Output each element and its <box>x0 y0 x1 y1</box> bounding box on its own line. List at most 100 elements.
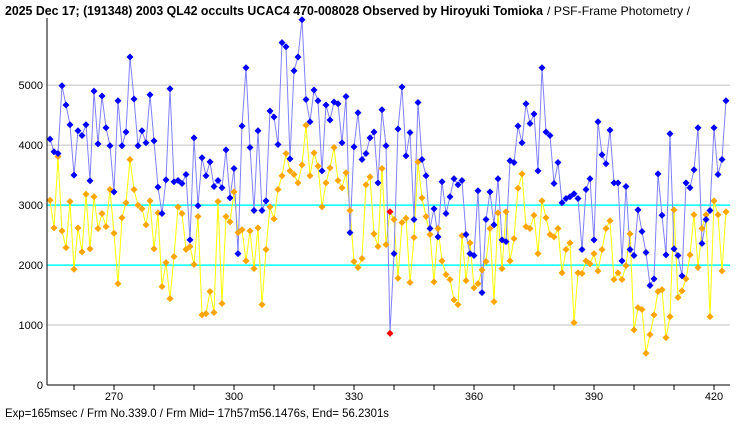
comparison-data-point <box>538 197 546 205</box>
target-data-point <box>622 183 630 191</box>
comparison-data-point <box>330 144 338 152</box>
comparison-data-point <box>594 267 602 275</box>
comparison-data-point <box>402 214 410 222</box>
comparison-data-point <box>82 190 90 198</box>
target-data-point <box>46 135 54 143</box>
target-data-point <box>90 87 98 95</box>
x-tick-label: 300 <box>225 391 243 403</box>
comparison-data-point <box>418 194 426 202</box>
target-data-point <box>586 175 594 183</box>
comparison-data-point <box>358 254 366 262</box>
target-data-point <box>178 180 186 188</box>
target-data-point <box>322 101 330 109</box>
comparison-data-point <box>466 239 474 247</box>
comparison-data-point <box>270 215 278 223</box>
comparison-data-point <box>646 331 654 339</box>
comparison-data-point <box>214 198 222 205</box>
comparison-data-point <box>326 164 334 172</box>
target-data-point <box>126 53 134 61</box>
comparison-data-point <box>282 150 290 158</box>
target-data-point <box>462 230 470 238</box>
target-data-point <box>642 248 650 256</box>
y-tick-label: 3000 <box>19 200 43 212</box>
comparison-data-point <box>370 230 378 238</box>
target-data-point <box>150 137 158 145</box>
target-data-point <box>654 170 662 178</box>
target-data-point <box>630 251 638 259</box>
target-data-point <box>310 86 318 94</box>
target-data-point <box>686 184 694 192</box>
target-data-point <box>558 199 566 207</box>
target-data-point <box>326 116 334 124</box>
series-markers <box>46 16 730 357</box>
target-data-point <box>406 129 414 137</box>
target-data-point <box>190 134 198 142</box>
target-data-point <box>702 215 710 223</box>
target-data-point <box>570 190 578 198</box>
comparison-data-point <box>474 280 482 288</box>
comparison-data-point <box>318 203 326 211</box>
comparison-data-point <box>626 230 634 238</box>
comparison-data-point <box>170 253 178 261</box>
target-data-point <box>338 139 346 147</box>
comparison-data-point <box>114 280 122 288</box>
target-data-point <box>138 127 146 135</box>
target-data-point <box>234 250 242 258</box>
y-tick-label: 4000 <box>19 140 43 152</box>
target-data-point <box>426 224 434 232</box>
comparison-data-point <box>506 257 514 265</box>
comparison-data-point <box>302 121 310 129</box>
comparison-data-point <box>642 349 650 357</box>
comparison-data-point <box>514 184 522 192</box>
comparison-data-point <box>274 186 282 194</box>
target-data-point <box>318 167 326 175</box>
target-data-point <box>118 142 126 150</box>
comparison-data-point <box>334 177 342 185</box>
target-data-point <box>590 236 598 244</box>
comparison-data-point <box>290 171 298 179</box>
comparison-data-point <box>454 301 462 309</box>
target-data-point <box>374 179 382 187</box>
comparison-data-point <box>486 224 494 232</box>
target-data-point <box>518 139 526 147</box>
comparison-data-point <box>394 274 402 282</box>
comparison-data-point <box>350 257 358 265</box>
chart-subtitle: / PSF-Frame Photometry / <box>547 4 691 18</box>
target-data-point <box>394 125 402 133</box>
target-data-point <box>354 109 362 117</box>
comparison-data-point <box>74 224 82 232</box>
comparison-data-point <box>482 257 490 265</box>
comparison-data-point <box>194 212 202 220</box>
target-data-point <box>130 95 138 103</box>
target-data-point <box>514 122 522 130</box>
comparison-data-point <box>150 245 158 253</box>
comparison-data-point <box>138 205 146 213</box>
target-data-point <box>646 281 654 289</box>
target-data-point <box>434 233 442 241</box>
target-data-point <box>534 167 542 175</box>
target-data-point <box>274 141 282 149</box>
target-data-point <box>146 91 154 99</box>
comparison-data-point <box>562 245 570 253</box>
comparison-data-point <box>218 299 226 307</box>
target-data-point <box>718 156 726 164</box>
comparison-data-point <box>250 265 258 273</box>
target-data-point <box>634 206 642 214</box>
target-data-point <box>298 16 306 24</box>
comparison-data-point <box>450 296 458 304</box>
comparison-data-point <box>346 206 354 214</box>
comparison-data-point <box>62 244 70 252</box>
target-data-point <box>290 67 298 75</box>
comparison-data-point <box>166 295 174 303</box>
target-data-point <box>226 194 234 202</box>
comparison-data-point <box>438 257 446 265</box>
target-data-point <box>314 97 322 105</box>
comparison-data-point <box>502 208 510 216</box>
comparison-data-point <box>226 218 234 226</box>
comparison-data-point <box>286 167 294 175</box>
target-data-point <box>714 171 722 179</box>
target-data-point <box>614 179 622 187</box>
comparison-data-point <box>310 149 318 157</box>
comparison-data-point <box>130 186 138 194</box>
target-data-point <box>258 206 266 214</box>
